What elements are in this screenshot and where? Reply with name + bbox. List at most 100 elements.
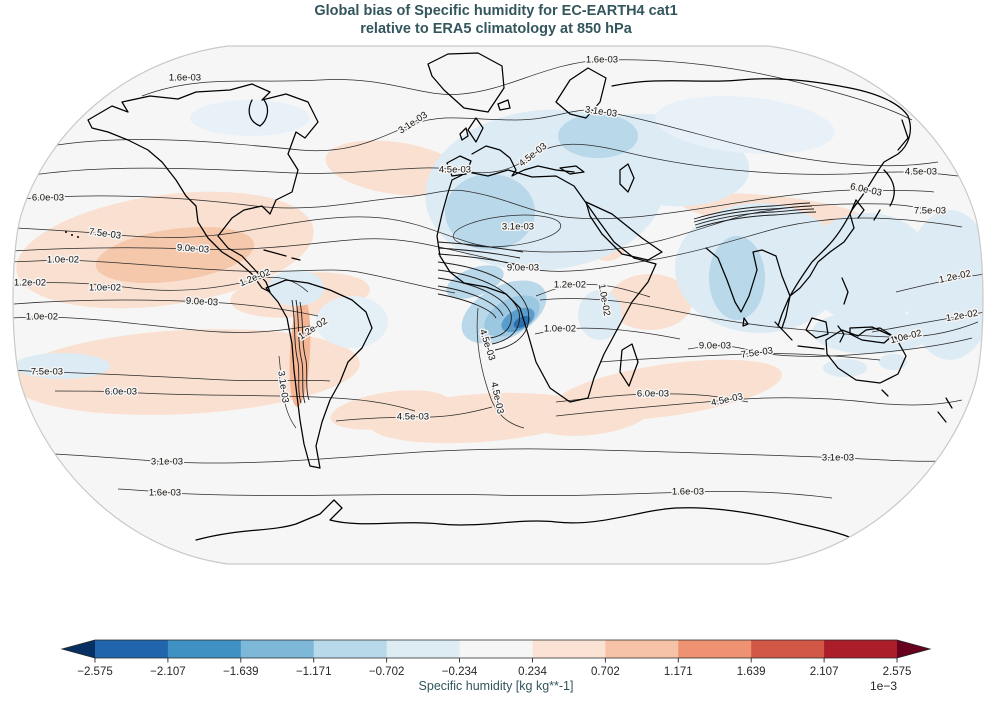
hawaii	[71, 234, 73, 236]
contour-label: 1.0e-02	[47, 255, 79, 266]
contour-label: 9.0e-03	[177, 242, 210, 255]
hawaii	[77, 236, 79, 238]
contour-label: 3.1e-03	[275, 370, 290, 403]
colorbar-under-arrow	[62, 640, 95, 658]
colorbar-segment	[240, 640, 315, 658]
hudson-bay-coast	[248, 99, 269, 127]
java	[797, 345, 825, 350]
colorbar-tick-label: −1.171	[296, 666, 332, 678]
borneo	[805, 317, 829, 339]
antarctica-coast	[195, 499, 861, 543]
contour-label: 6.0e-03	[637, 389, 669, 400]
colorbar-tick-label: −0.702	[369, 666, 405, 678]
contour-label: 3.1e-03	[502, 222, 534, 233]
contour-label: 3.1e-03	[822, 453, 854, 464]
colorbar-tick-label: −2.575	[77, 666, 113, 678]
north-america-coast	[87, 83, 319, 293]
colorbar-segment	[532, 640, 606, 658]
map-border	[12, 45, 984, 565]
colorbar-segment	[605, 640, 679, 658]
japan-coast	[873, 169, 895, 221]
contour-label: 6.0e-03	[32, 193, 64, 204]
cuba	[263, 249, 287, 257]
contour-label: 1.6e-03	[586, 55, 618, 66]
tasmania	[881, 389, 889, 397]
colorbar-segment	[313, 640, 388, 658]
figure-title: Global bias of Specific humidity for EC-…	[0, 2, 992, 38]
bias-shading-layer	[13, 96, 983, 444]
contour-label: 1.6e-03	[149, 488, 181, 499]
contour-label: 1.0e-02	[26, 312, 58, 323]
hawaii	[65, 231, 67, 233]
colorbar-tick-label: −1.639	[223, 666, 259, 678]
contour-label: 6.0e-03	[105, 387, 137, 398]
australia-coast	[825, 327, 907, 384]
contour-label: 1.0e-02	[89, 283, 121, 294]
contour-label: 3.1e-03	[151, 457, 183, 468]
contour-label: 1.0e-02	[544, 324, 576, 335]
new-zealand	[937, 397, 953, 423]
colorbar-segment	[95, 640, 169, 658]
contour-label: 9.0e-03	[186, 296, 219, 309]
russia-asia-coast	[611, 78, 911, 327]
world-bias-map: 1.6e-03 1.6e-03 3.1e-03 3.1e-03 3.1e-03 4.5e-…	[12, 45, 984, 565]
contour-label: 4.5e-03	[397, 412, 429, 423]
kamchatka-coast	[897, 119, 909, 151]
philippines	[841, 277, 849, 305]
contour-label: 4.5e-03	[905, 167, 937, 178]
colorbar-segment	[386, 640, 461, 658]
sulawesi	[837, 325, 845, 343]
madagascar	[619, 343, 639, 387]
se-asia-coast	[789, 199, 857, 297]
colorbar-tick-label: 2.107	[810, 666, 839, 678]
contour-label: 9.0e-03	[699, 341, 731, 352]
britain-coast	[467, 117, 484, 143]
colorbar-segment	[459, 640, 533, 658]
colorbar-over-arrow	[897, 640, 930, 658]
contour-label: 4.5e-03	[439, 165, 471, 176]
colorbar-tick-label: 0.234	[518, 666, 547, 678]
colorbar-label: Specific humidity [kg kg**-1]	[418, 679, 574, 693]
new-guinea	[849, 326, 893, 344]
title-line-2: relative to ERA5 climatology at 850 hPa	[360, 21, 632, 37]
contour-label: 9.0e-03	[507, 263, 539, 274]
india-coast	[705, 247, 791, 329]
colorbar-segment	[167, 640, 242, 658]
iceland-coast	[497, 99, 511, 111]
colorbar-tick-label: −0.234	[442, 666, 478, 678]
iberia-coast	[446, 155, 472, 177]
colorbar-segment	[751, 640, 825, 658]
colorbar-tick-label: 1.171	[664, 666, 693, 678]
colorbar-segment	[678, 640, 752, 658]
colorbar: −2.575 −2.107 −1.639 −1.171 −0.702 −0.234 0.23…	[60, 639, 932, 678]
colorbar-tick-label: 1.639	[737, 666, 766, 678]
colorbar-tick-label: 2.575	[883, 666, 912, 678]
contour-lines-layer	[13, 59, 983, 499]
contour-label: 1.6e-03	[672, 487, 704, 498]
colorbar-tick-label: 0.702	[591, 666, 620, 678]
coastlines-layer	[65, 52, 953, 543]
europe-mediterranean-coast	[471, 145, 575, 177]
contour-label: 1.2e-02	[554, 280, 586, 291]
colorbar-tick-label: −2.107	[150, 666, 186, 678]
scandinavia-coast	[555, 67, 607, 119]
contour-label: 1.6e-03	[169, 73, 201, 84]
africa-coast	[436, 169, 657, 403]
sri-lanka	[742, 317, 749, 327]
south-america-coast	[265, 279, 373, 469]
arabia-coast	[585, 201, 663, 261]
caspian-sea	[619, 163, 635, 193]
colorbar-offset-label: 1e−3	[869, 679, 897, 693]
title-line-1: Global bias of Specific humidity for EC-…	[314, 3, 678, 19]
colorbar-segment	[824, 640, 898, 658]
hispaniola	[291, 257, 301, 261]
contour-label: 7.5e-03	[31, 367, 63, 378]
greenland-coast	[427, 52, 505, 113]
black-sea	[559, 165, 585, 175]
korea-coast	[855, 199, 865, 219]
sumatra	[774, 321, 793, 341]
contour-label: 7.5e-03	[914, 206, 946, 217]
contour-label: 1.2e-02	[14, 278, 46, 289]
ireland-coast	[459, 127, 469, 141]
